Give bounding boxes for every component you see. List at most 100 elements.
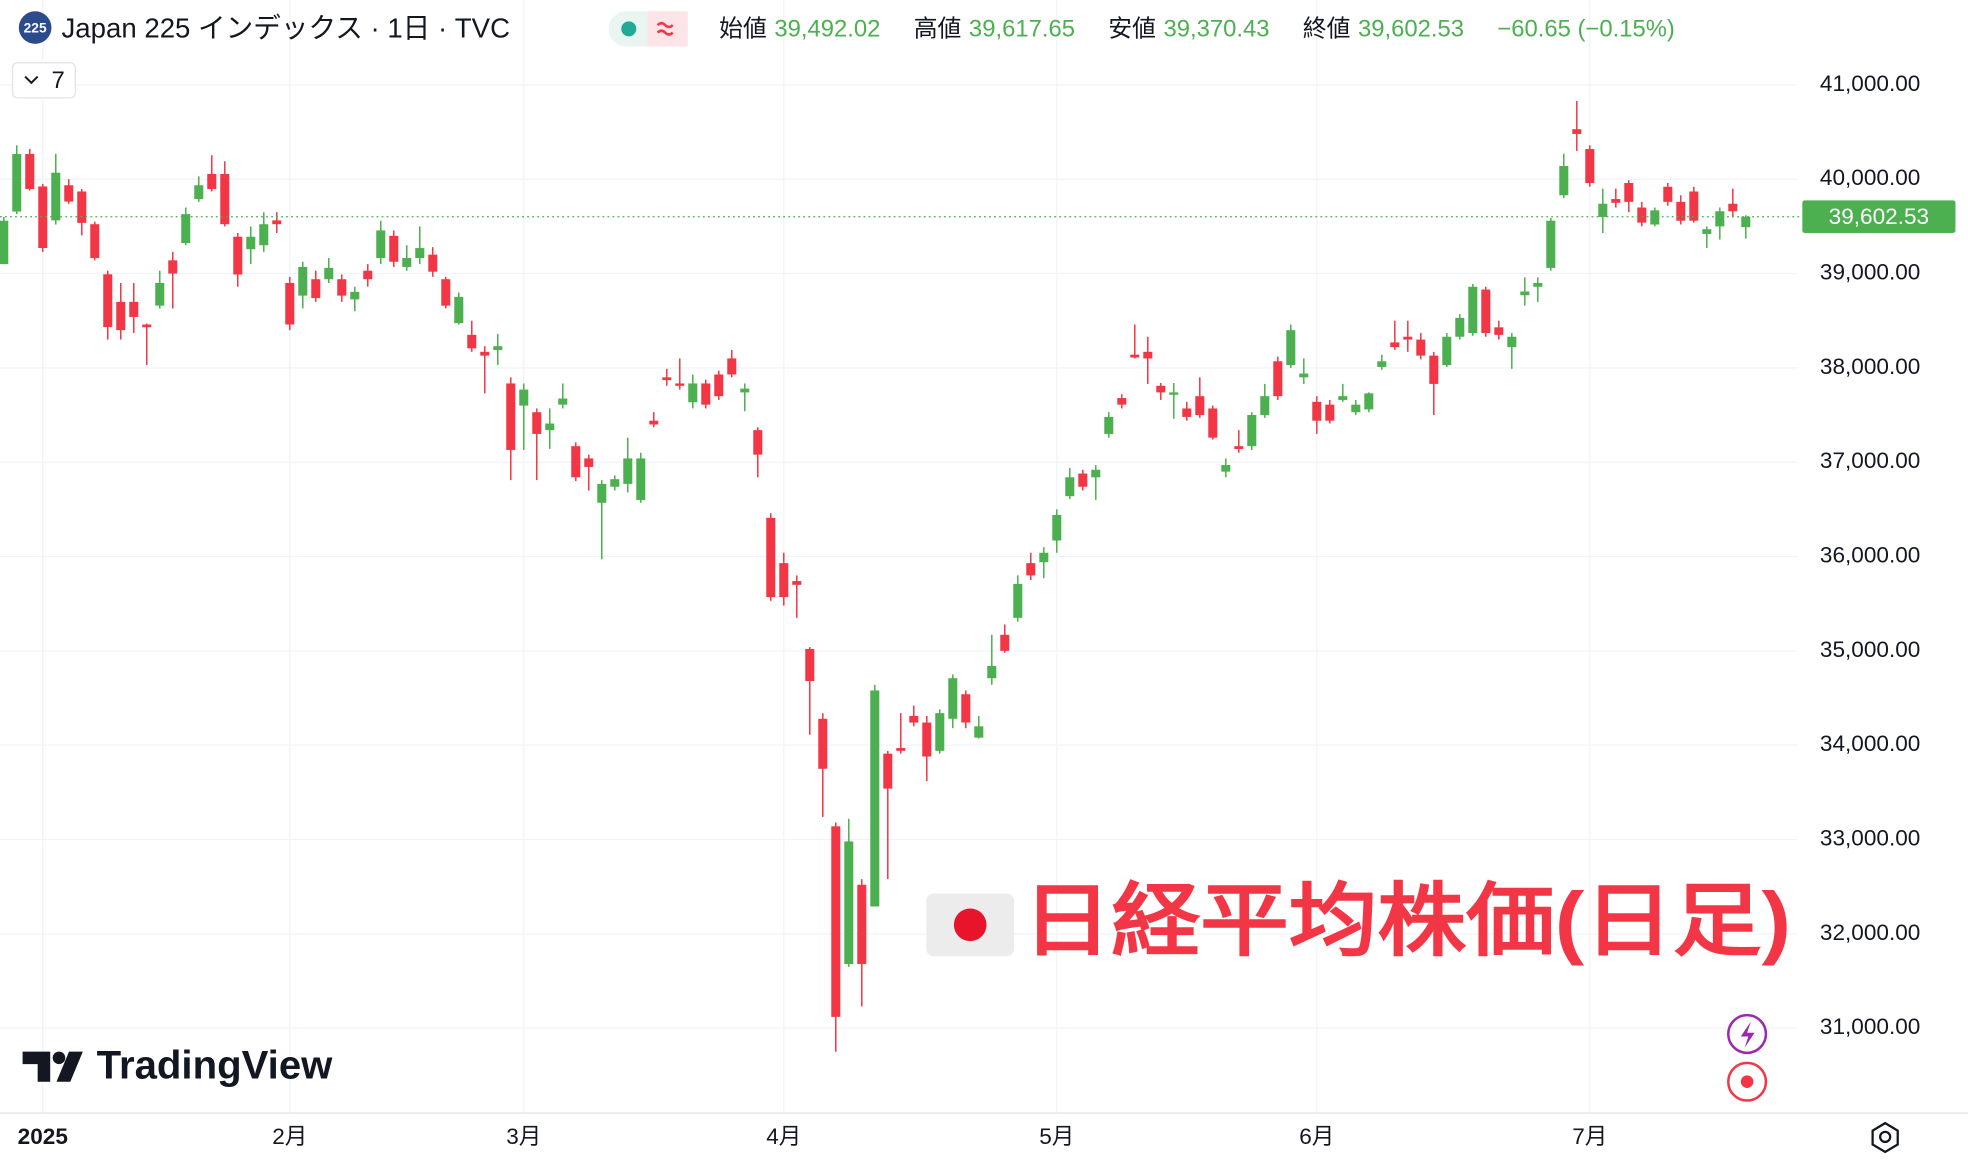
x-tick-label: 2025 [18, 1124, 68, 1149]
x-tick-label: 2月 [272, 1124, 307, 1149]
candle-body [532, 412, 542, 434]
candle-body [90, 224, 100, 258]
candle-body [337, 279, 347, 296]
candle-body [1013, 583, 1023, 618]
x-tick-label: 3月 [506, 1124, 541, 1149]
candle-body [1390, 342, 1400, 348]
candle-body [688, 383, 698, 403]
candle-body [545, 423, 555, 431]
alert-icon[interactable] [1727, 1013, 1768, 1055]
candle-body [1585, 149, 1595, 183]
ohlc-value: 39,617.65 [969, 15, 1075, 42]
candle-body [753, 430, 763, 455]
candle-body [1078, 473, 1088, 487]
candle-body [974, 726, 984, 738]
ohlc-value: 39,370.43 [1163, 15, 1269, 42]
candle-body [779, 563, 789, 598]
candle-body [1442, 336, 1452, 366]
candle-body [922, 722, 932, 757]
candle-body [298, 266, 308, 296]
candle-body [1741, 216, 1751, 228]
candle-body [441, 279, 451, 306]
status-pill [608, 11, 688, 47]
indicator-count[interactable]: 7 [51, 67, 64, 94]
candle-body [350, 291, 360, 300]
price-overlay: 39,602.53 [0, 200, 1956, 234]
x-tick-label: 6月 [1299, 1124, 1334, 1149]
candle-body [1546, 220, 1556, 268]
indicator-toggle[interactable] [11, 62, 76, 99]
x-tick-label: 5月 [1039, 1124, 1074, 1149]
candle-body [467, 334, 477, 349]
candle-body [792, 581, 802, 585]
candle-body [662, 377, 672, 381]
candle-body [64, 185, 74, 202]
candle-body [623, 458, 633, 484]
candle-body [701, 383, 711, 405]
candle-body [818, 718, 828, 769]
candle-body [1000, 634, 1010, 651]
x-tick-label: 4月 [766, 1124, 801, 1149]
candle-body [844, 841, 854, 965]
watermark: TradingView [97, 1042, 334, 1087]
chart-title: Japan 225 インデックス · 1日 · TVC [62, 12, 511, 43]
candle-body [1520, 291, 1530, 296]
y-tick-label: 35,000.00 [1820, 637, 1920, 662]
candle-body [116, 301, 126, 331]
candle-body [1338, 396, 1348, 400]
candle-body [1286, 330, 1296, 366]
symbol-badge [18, 11, 52, 44]
candle-body [493, 346, 503, 350]
candle-body [831, 826, 841, 1017]
candle-body [1468, 286, 1478, 333]
candle-body [961, 694, 971, 723]
ohlc-label: 終値 [1303, 15, 1351, 42]
candle-body [1650, 210, 1660, 225]
ohlc-label: 高値 [914, 15, 962, 42]
candle-body [1312, 401, 1322, 421]
y-tick-label: 41,000.00 [1820, 71, 1920, 96]
candle-body [25, 153, 35, 190]
candle-body [1494, 327, 1504, 335]
candle-body [1507, 336, 1517, 348]
candle-body [987, 665, 997, 679]
candle-body [1234, 446, 1244, 449]
y-tick-label: 40,000.00 [1820, 165, 1920, 190]
candle-body [1039, 552, 1049, 563]
candle-body [675, 383, 685, 386]
last-price-box [1802, 200, 1956, 234]
candle-body [1325, 404, 1335, 421]
ohlc-value: 39,602.53 [1358, 15, 1464, 42]
candle-body [1533, 282, 1543, 287]
candle-body [727, 358, 737, 375]
candle-body [857, 884, 867, 965]
candle-body [1130, 354, 1140, 358]
candle-body [1221, 465, 1231, 472]
candle-body [1572, 129, 1582, 134]
candle-body [571, 446, 581, 478]
y-tick-label: 31,000.00 [1820, 1014, 1920, 1039]
candle-body [0, 220, 9, 265]
ohlc-header: 始値 39,492.02 高値 39,617.65 安値 39,370.43 終値 39,60… [719, 15, 1675, 42]
candles [0, 100, 1751, 1052]
record-icon[interactable] [1727, 1061, 1768, 1102]
candle-body [129, 301, 139, 317]
settings-icon[interactable] [1871, 1121, 1899, 1154]
candle-body [1676, 201, 1686, 221]
candle-body [1416, 339, 1426, 356]
candle-body [402, 257, 412, 267]
candle-body [1247, 415, 1257, 447]
candle-body [285, 282, 295, 325]
watermark-logo [22, 1051, 83, 1082]
candle-body [1260, 396, 1270, 416]
candle-body [1403, 336, 1413, 340]
candle-body [1104, 416, 1114, 434]
candle-body [415, 248, 425, 258]
candle-body [1351, 404, 1361, 413]
candle-body [935, 713, 945, 751]
candle-body [207, 173, 217, 190]
candle-body [1156, 385, 1166, 393]
candle-body [246, 236, 256, 250]
candle-body [584, 458, 594, 467]
candle-body [805, 648, 815, 682]
